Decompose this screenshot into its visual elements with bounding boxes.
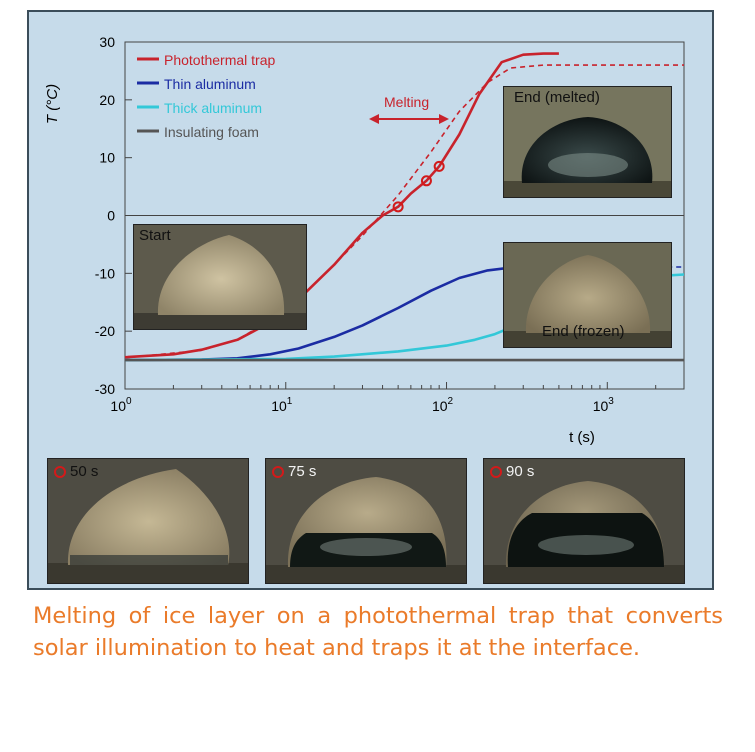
photo-end-melted: End (melted) <box>503 86 672 198</box>
time-marker <box>433 160 445 172</box>
x-tick-label: 102 <box>432 396 454 414</box>
x-tick-label: 100 <box>110 396 132 414</box>
melting-arrowhead-left <box>369 114 379 124</box>
y-tick-label: -20 <box>95 323 115 339</box>
y-tick-label: 10 <box>99 150 115 166</box>
photo-75s-time: 75 s <box>288 463 317 480</box>
melting-arrowhead-right <box>439 114 449 124</box>
photo-90s-label: 90 s <box>490 463 534 480</box>
marker-ring-icon <box>54 465 66 478</box>
photo-end-melted-label: End (melted) <box>514 89 600 106</box>
droplet-90s-image <box>484 459 684 583</box>
y-tick-label: 0 <box>107 208 115 224</box>
figure-panel: 30 20 10 0 -10 -20 -30 100 101 102 103 Phototherma… <box>27 10 714 590</box>
series-photothermal-trap-model <box>124 64 684 359</box>
photo-end-frozen: End (frozen) <box>503 242 672 348</box>
photo-90s-time: 90 s <box>506 463 535 480</box>
time-marker <box>392 201 404 213</box>
marker-ring-icon <box>272 465 284 478</box>
x-tick-label: 103 <box>593 396 615 414</box>
photo-start-label: Start <box>139 227 171 244</box>
photo-start: Start <box>133 224 307 330</box>
x-axis-label: t (s) <box>569 429 595 446</box>
legend-label-insulating-foam: Insulating foam <box>164 124 259 140</box>
legend-label-thin-aluminum: Thin aluminum <box>164 76 256 92</box>
photo-90s: 90 s <box>483 458 685 584</box>
legend-label-photothermal: Photothermal trap <box>164 52 275 68</box>
droplet-melted-image <box>504 87 671 197</box>
y-tick-label: 20 <box>99 92 115 108</box>
y-axis-label: T (°C) <box>44 84 61 124</box>
y-tick-label: -10 <box>95 265 115 281</box>
time-marker <box>420 175 432 187</box>
figure-caption: Melting of ice layer on a photothermal t… <box>33 603 723 661</box>
series-photothermal-trap <box>124 52 559 359</box>
droplet-start-image <box>134 225 306 329</box>
droplet-75s-image <box>266 459 466 583</box>
y-tick-label: -30 <box>95 381 115 397</box>
droplet-50s-image <box>48 459 248 583</box>
x-tick-label: 101 <box>271 396 293 414</box>
photo-75s-label: 75 s <box>272 463 316 480</box>
melting-label: Melting <box>384 94 429 110</box>
marker-ring-icon <box>490 465 502 478</box>
photo-50s-label: 50 s <box>54 463 98 480</box>
photo-75s: 75 s <box>265 458 467 584</box>
droplet-frozen-image <box>504 243 671 347</box>
photo-50s: 50 s <box>47 458 249 584</box>
photo-50s-time: 50 s <box>70 463 99 480</box>
photo-end-frozen-label: End (frozen) <box>542 323 625 340</box>
legend-label-thick-aluminum: Thick aluminum <box>164 100 262 116</box>
y-tick-label: 30 <box>99 34 115 50</box>
